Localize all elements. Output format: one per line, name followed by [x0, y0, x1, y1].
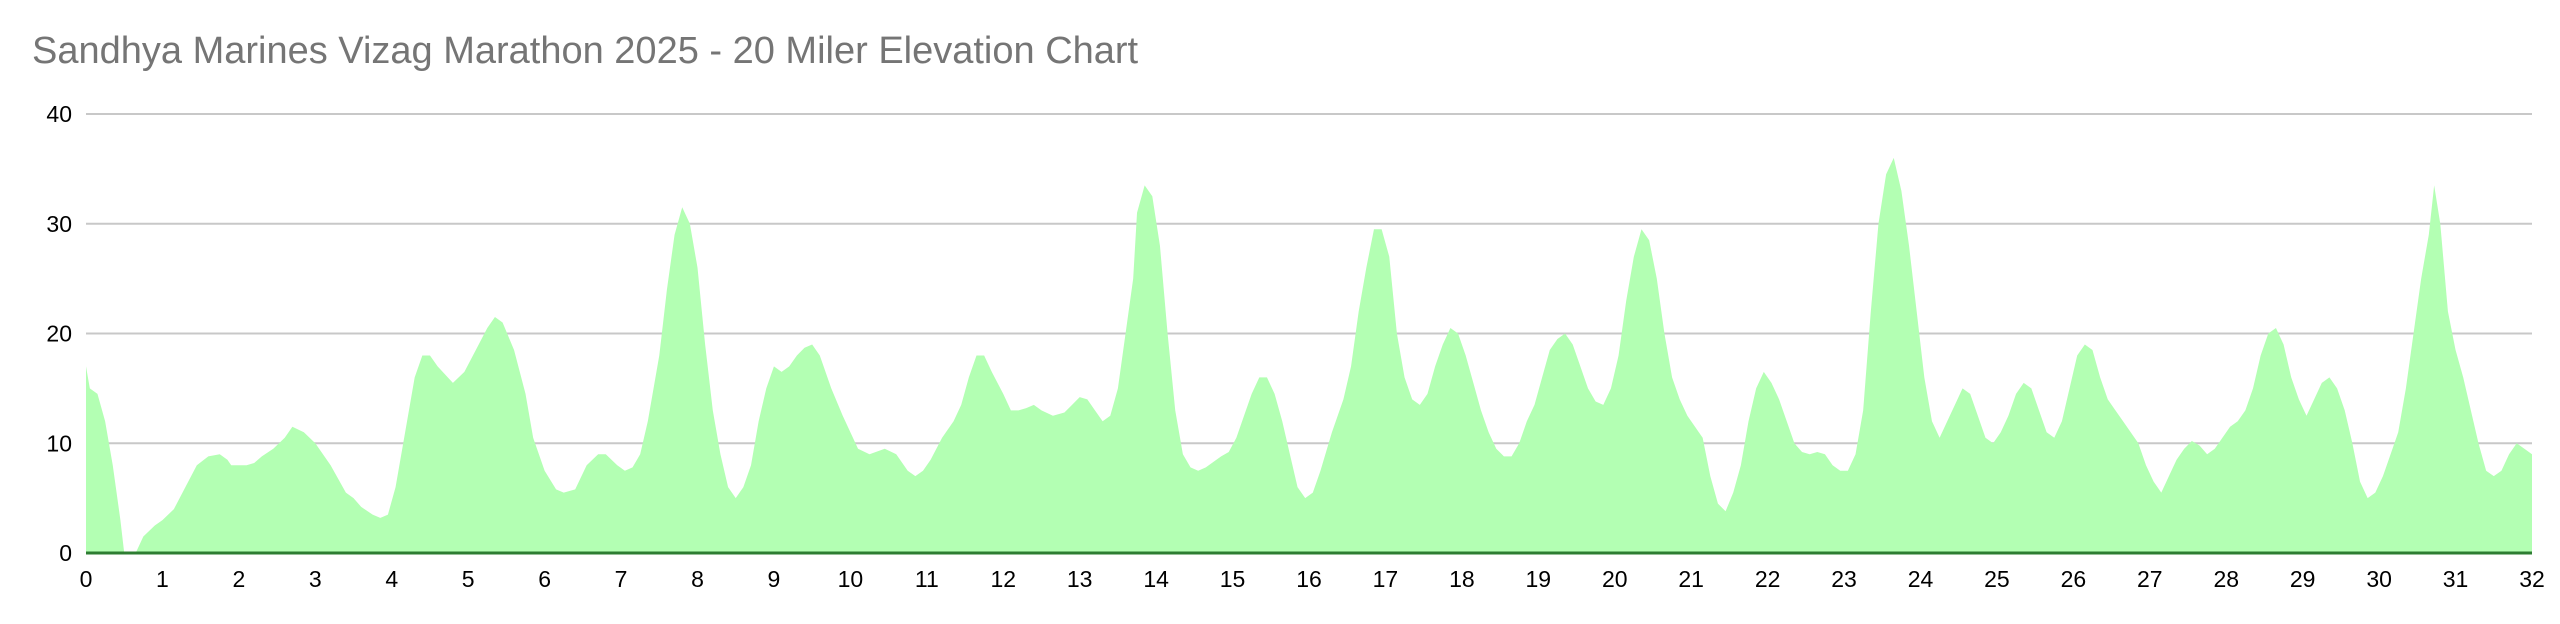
x-tick-label: 22	[1755, 566, 1781, 592]
x-tick-label: 12	[990, 566, 1016, 592]
x-tick-label: 25	[1984, 566, 2010, 592]
x-tick-label: 9	[768, 566, 781, 592]
x-axis-tick-labels: 0 1 2 3 4 5 6 7 8 9 10 11 12 13 14 15 16 17 18 19 20 21 22 23 24…	[80, 566, 2545, 592]
elevation-area-series-0	[86, 157, 2532, 553]
x-tick-label: 1	[156, 566, 169, 592]
x-tick-label: 6	[538, 566, 551, 592]
x-tick-label: 3	[309, 566, 322, 592]
y-tick-label: 40	[46, 101, 72, 127]
x-tick-label: 15	[1220, 566, 1246, 592]
x-tick-label: 18	[1449, 566, 1475, 592]
x-tick-label: 4	[385, 566, 398, 592]
x-tick-label: 11	[915, 566, 939, 592]
x-tick-label: 5	[462, 566, 475, 592]
x-tick-label: 28	[2213, 566, 2239, 592]
chart-title: Sandhya Marines Vizag Marathon 2025 - 20…	[32, 30, 1139, 72]
x-tick-label: 10	[838, 566, 864, 592]
x-tick-label: 19	[1526, 566, 1552, 592]
x-tick-label: 24	[1908, 566, 1934, 592]
x-tick-label: 14	[1143, 566, 1169, 592]
x-tick-label: 7	[615, 566, 628, 592]
x-tick-label: 32	[2519, 566, 2545, 592]
x-tick-label: 2	[232, 566, 245, 592]
x-tick-label: 23	[1831, 566, 1857, 592]
x-tick-label: 31	[2443, 566, 2469, 592]
x-tick-label: 17	[1373, 566, 1399, 592]
x-tick-label: 27	[2137, 566, 2163, 592]
y-tick-label: 30	[46, 211, 72, 237]
y-tick-label: 0	[59, 540, 72, 566]
x-tick-label: 29	[2290, 566, 2316, 592]
x-tick-label: 16	[1296, 566, 1322, 592]
y-axis-tick-labels: 0 10 20 30 40	[46, 101, 72, 566]
x-tick-label: 21	[1678, 566, 1704, 592]
y-tick-label: 10	[46, 430, 72, 456]
x-tick-label: 20	[1602, 566, 1628, 592]
elevation-area	[86, 157, 2532, 553]
x-tick-label: 30	[2366, 566, 2392, 592]
y-tick-label: 20	[46, 321, 72, 347]
x-tick-label: 26	[2061, 566, 2087, 592]
x-tick-label: 13	[1067, 566, 1093, 592]
x-tick-label: 8	[691, 566, 704, 592]
x-tick-label: 0	[80, 566, 93, 592]
